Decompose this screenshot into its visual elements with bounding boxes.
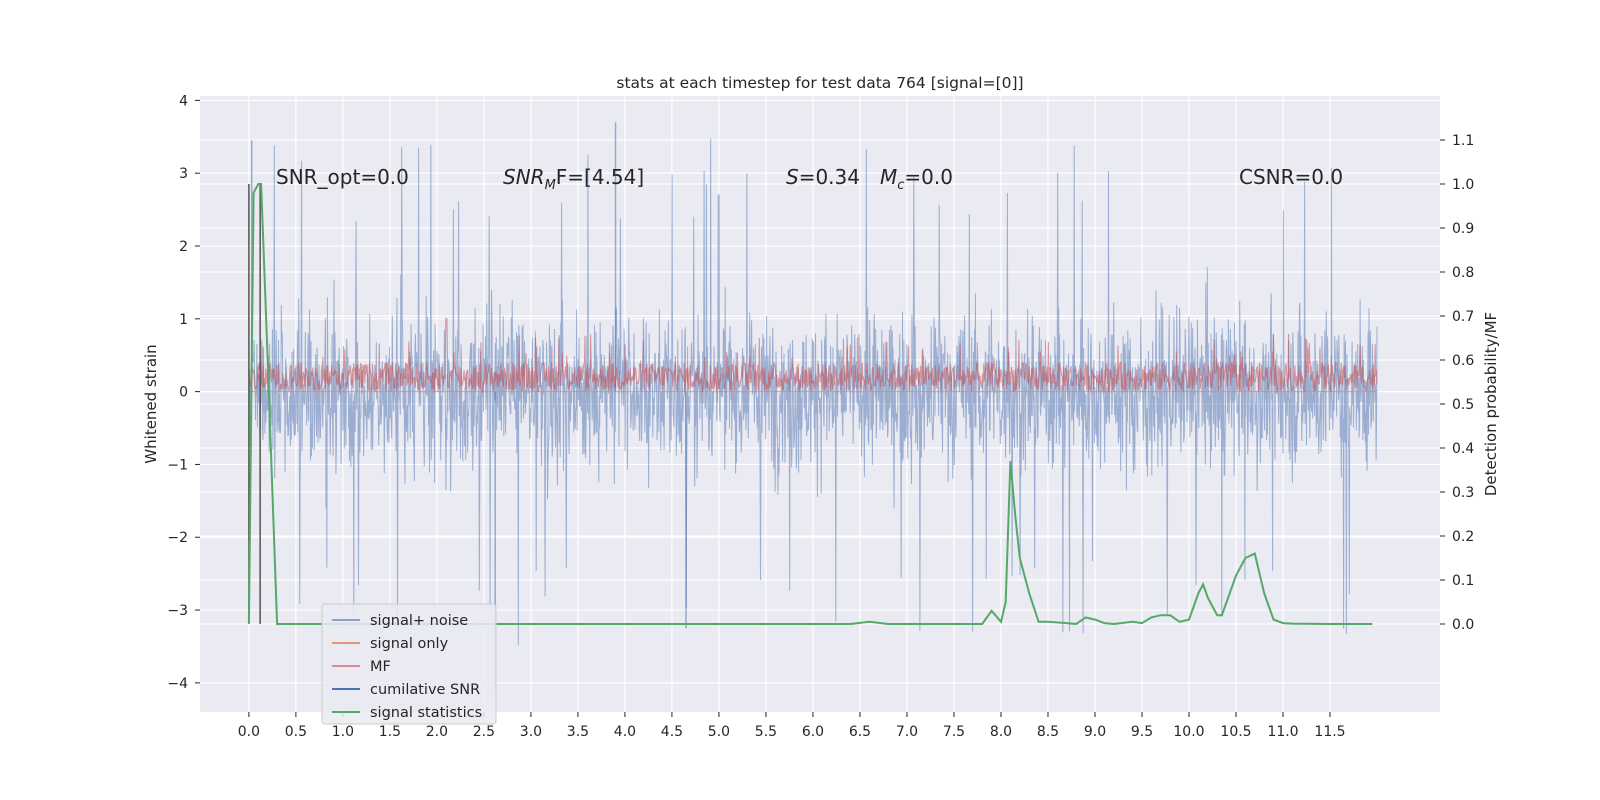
- chart-title: stats at each timestep for test data 764…: [616, 74, 1023, 92]
- signal-noise-line: [248, 138, 1378, 646]
- y-tick-label: 4: [179, 93, 188, 109]
- x-tick-label: 11.5: [1314, 724, 1345, 740]
- x-tick-label: 4.0: [614, 724, 636, 740]
- y2-tick-label: 1.1: [1452, 133, 1474, 149]
- y2-tick-label: 0.0: [1452, 617, 1474, 633]
- legend: signal+ noise signal only MF cumilative SNR…: [321, 603, 497, 725]
- legend-entry: signal+ noise: [332, 613, 468, 629]
- x-tick-label: 1.0: [332, 724, 354, 740]
- x-tick-label: 8.0: [990, 724, 1012, 740]
- y2-tick-label: 0.9: [1452, 221, 1474, 237]
- x-tick-label: 9.5: [1131, 724, 1153, 740]
- legend-entry: signal statistics: [332, 705, 482, 721]
- x-tick-label: 8.5: [1037, 724, 1059, 740]
- x-tick-label: 0.5: [285, 724, 307, 740]
- y2-tick-label: 0.1: [1452, 573, 1474, 589]
- x-tick-label: 3.5: [567, 724, 589, 740]
- y-tick-label: 1: [179, 312, 188, 328]
- x-tick-label: 3.0: [520, 724, 542, 740]
- x-tick-label: 7.0: [896, 724, 918, 740]
- x-tick-label: 2.5: [473, 724, 495, 740]
- signal-statistics-line: [247, 183, 1373, 626]
- x-tick-label: 9.0: [1084, 724, 1106, 740]
- y2-tick-label: 0.5: [1452, 397, 1474, 413]
- legend-label: signal statistics: [370, 705, 482, 721]
- s-annotation: S=0.34: [786, 165, 860, 189]
- x-tick-label: 6.5: [849, 724, 871, 740]
- y2-tick-label: 0.2: [1452, 529, 1474, 545]
- legend-label: signal+ noise: [370, 613, 468, 629]
- y2-tick-label: 0.6: [1452, 353, 1474, 369]
- mc-annotation: Mc=0.0: [880, 165, 953, 193]
- x-tick-label: 0.0: [238, 724, 260, 740]
- snr-opt-annotation: SNR_opt=0.0: [276, 165, 409, 189]
- x-tick-label: 11.0: [1267, 724, 1298, 740]
- x-tick-label: 5.0: [708, 724, 730, 740]
- y2-tick-label: 0.4: [1452, 441, 1474, 457]
- y-axis-label: Whitened strain: [142, 344, 160, 463]
- legend-entry: cumilative SNR: [332, 682, 480, 698]
- legend-label: cumilative SNR: [370, 682, 480, 698]
- legend-box: [321, 603, 497, 725]
- series-layer: [247, 122, 1378, 691]
- legend-entries: signal+ noise signal only MF cumilative SNR…: [332, 613, 482, 721]
- y2-tick-label: 0.8: [1452, 265, 1474, 281]
- y2-axis-label: Detection probability/MF: [1482, 312, 1500, 496]
- y-tick-label: −2: [167, 530, 188, 546]
- y-tick-labels: 4 3 2 1 0 −1 −2 −3 −4: [167, 93, 200, 692]
- y-tick-label: 2: [179, 239, 188, 255]
- x-tick-label: 6.0: [802, 724, 824, 740]
- y2-tick-label: 1.0: [1452, 177, 1474, 193]
- y-tick-label: −4: [167, 676, 188, 692]
- x-tick-labels: 0.0 0.5 1.0 1.5 2.0 2.5 3.0 3.5 4.0 4.5 5.0 5.5 6.0 6…: [238, 712, 1346, 740]
- grid-y: [200, 99, 1440, 684]
- mf-line: [248, 318, 1378, 394]
- legend-label: signal only: [370, 636, 449, 652]
- annotations: SNR_opt=0.0 SNRMF=[4.54] S=0.34 Mc=0.0 C…: [276, 165, 1343, 193]
- y-tick-label: 3: [179, 166, 188, 182]
- x-tick-label: 10.5: [1220, 724, 1251, 740]
- y2-tick-labels: 1.1 1.0 0.9 0.8 0.7 0.6 0.5 0.4 0.3 0.2 0.1 0.0: [1440, 133, 1474, 633]
- y-tick-label: −3: [167, 603, 188, 619]
- x-tick-label: 4.5: [661, 724, 683, 740]
- legend-label: MF: [370, 659, 391, 675]
- csnr-annotation: CSNR=0.0: [1239, 165, 1343, 189]
- y-tick-label: −1: [167, 457, 188, 473]
- y-tick-label: 0: [179, 385, 188, 401]
- y2-tick-label: 0.3: [1452, 485, 1474, 501]
- legend-entry: signal only: [332, 636, 449, 652]
- y2-tick-label: 0.7: [1452, 309, 1474, 325]
- x-tick-label: 10.0: [1173, 724, 1204, 740]
- x-tick-label: 7.5: [943, 724, 965, 740]
- x-tick-label: 5.5: [755, 724, 777, 740]
- x-tick-label: 1.5: [379, 724, 401, 740]
- x-tick-label: 2.0: [426, 724, 448, 740]
- legend-entry: MF: [332, 659, 391, 675]
- snr-mf-annotation: SNRMF=[4.54]: [503, 165, 644, 193]
